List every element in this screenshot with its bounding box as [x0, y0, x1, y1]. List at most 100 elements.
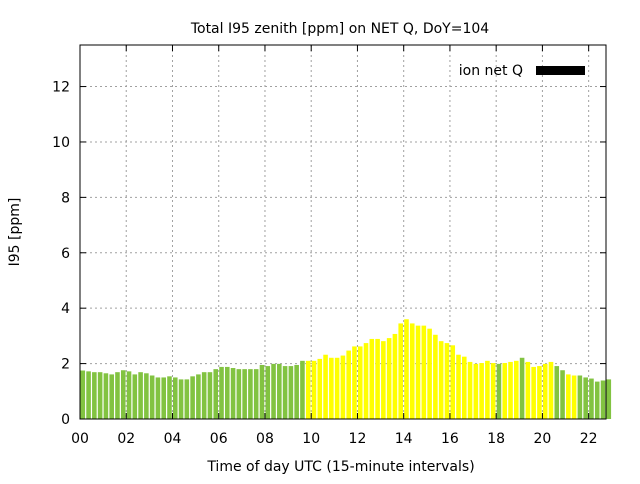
bar	[178, 379, 184, 419]
bar	[409, 323, 415, 419]
x-tick-label: 12	[349, 431, 367, 447]
bar	[606, 379, 612, 419]
bar	[369, 338, 375, 419]
x-tick-label: 08	[256, 431, 274, 447]
bar	[444, 343, 450, 419]
bar	[415, 325, 421, 419]
bar	[126, 371, 132, 419]
x-tick-label: 22	[580, 431, 598, 447]
bar	[381, 341, 386, 419]
x-tick-label: 10	[302, 431, 320, 447]
bar	[421, 325, 427, 419]
x-tick-label: 06	[210, 431, 228, 447]
bar	[149, 375, 155, 419]
bar	[554, 366, 560, 419]
bar	[456, 354, 461, 419]
bar	[282, 366, 288, 419]
bar	[259, 364, 265, 419]
bar	[577, 375, 583, 419]
bars	[80, 319, 612, 419]
y-tick-label: 0	[61, 412, 70, 428]
y-tick-label: 6	[61, 246, 70, 262]
x-tick-label: 20	[534, 431, 552, 447]
bar	[525, 361, 531, 419]
bar	[155, 377, 161, 419]
bar	[542, 363, 548, 419]
bar	[438, 341, 444, 419]
bar	[502, 363, 508, 419]
bar	[109, 374, 114, 419]
bar	[398, 323, 403, 419]
plot-frame	[79, 44, 607, 420]
bar	[201, 372, 207, 419]
bar	[115, 372, 120, 419]
bar	[363, 343, 369, 419]
bar	[225, 366, 230, 419]
x-tick-label: 04	[164, 431, 182, 447]
bar	[571, 375, 577, 419]
bar	[305, 360, 311, 419]
bar	[97, 372, 103, 419]
bar	[433, 334, 438, 419]
chart-title: Total I95 zenith [ppm] on NET Q, DoY=104	[190, 21, 489, 37]
y-tick-label: 8	[61, 190, 70, 206]
bar	[479, 363, 484, 419]
bar	[132, 374, 138, 419]
bar	[277, 363, 282, 419]
bar	[248, 369, 253, 419]
bar	[236, 369, 242, 419]
bar	[144, 373, 149, 419]
bar	[184, 379, 190, 419]
bar	[253, 369, 259, 419]
bar	[288, 366, 294, 419]
y-axis-label: I95 [ppm]	[7, 198, 23, 267]
bar	[271, 363, 276, 419]
bar	[196, 374, 201, 419]
legend-label: ion net Q	[459, 63, 523, 79]
bar	[386, 338, 392, 419]
bar	[294, 364, 299, 419]
x-tick-label: 16	[441, 431, 459, 447]
bar	[213, 369, 219, 419]
x-tick-label: 18	[487, 431, 505, 447]
bar	[519, 357, 525, 419]
bar	[346, 350, 351, 419]
bar	[172, 377, 178, 419]
bar	[329, 357, 334, 419]
bar	[589, 378, 594, 419]
bar	[392, 333, 398, 419]
legend-swatch	[536, 66, 585, 75]
bar	[496, 363, 502, 419]
bar	[103, 373, 109, 419]
bar	[467, 361, 473, 419]
x-tick-label: 02	[117, 431, 135, 447]
bar	[473, 363, 479, 419]
bar	[86, 371, 91, 419]
bar	[375, 338, 380, 419]
bar	[219, 366, 224, 419]
bar	[190, 376, 195, 419]
bar	[120, 370, 126, 419]
bar	[531, 366, 536, 419]
bar	[92, 372, 97, 419]
bar	[242, 369, 247, 419]
bar	[340, 355, 346, 419]
y-tick-label: 4	[61, 301, 70, 317]
bar	[514, 360, 519, 419]
bar	[427, 328, 432, 419]
x-tick-label: 00	[71, 431, 89, 447]
x-axis-label: Time of day UTC (15-minute intervals)	[206, 459, 474, 475]
bar	[352, 346, 357, 419]
bar	[461, 356, 467, 419]
bar	[594, 381, 600, 419]
grid	[80, 45, 606, 419]
bar	[485, 360, 490, 419]
bar	[265, 366, 271, 419]
bar	[207, 372, 213, 419]
y-tick-label: 12	[52, 80, 70, 96]
bar	[311, 360, 317, 419]
bar	[230, 368, 236, 419]
y-tick-label: 2	[61, 357, 70, 373]
